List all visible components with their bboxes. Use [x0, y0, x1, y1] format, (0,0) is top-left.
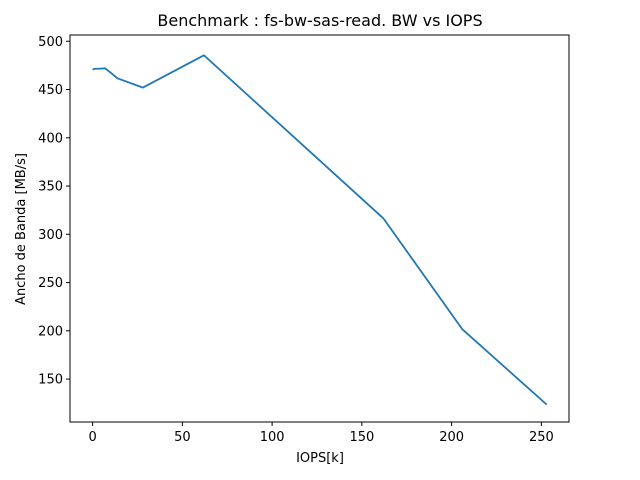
x-tick-label: 0: [88, 430, 96, 445]
y-tick-label: 250: [38, 276, 63, 291]
y-tick-label: 500: [38, 35, 63, 50]
x-tick-label: 200: [439, 430, 464, 445]
x-tick-label: 50: [174, 430, 191, 445]
x-tick-label: 250: [529, 430, 554, 445]
y-tick-label: 450: [38, 83, 63, 98]
chart-title: Benchmark : fs-bw-sas-read. BW vs IOPS: [157, 11, 482, 30]
y-tick-label: 350: [38, 180, 63, 195]
y-axis-label: Ancho de Banda [MB/s]: [14, 153, 29, 305]
y-tick-label: 150: [38, 373, 63, 388]
plot-area: [69, 34, 570, 423]
series-line: [92, 54, 548, 406]
y-tick-label: 200: [38, 324, 63, 339]
y-tick-label: 300: [38, 228, 63, 243]
x-axis-label: IOPS[k]: [296, 451, 344, 466]
y-axis: 150 200 250 300 350 400 450 500: [38, 35, 70, 388]
y-tick-label: 400: [38, 131, 63, 146]
x-tick-label: 100: [260, 430, 285, 445]
series-layer: [92, 54, 548, 406]
x-tick-label: 150: [349, 430, 374, 445]
x-axis: 0 50 100 150 200 250: [88, 422, 554, 445]
